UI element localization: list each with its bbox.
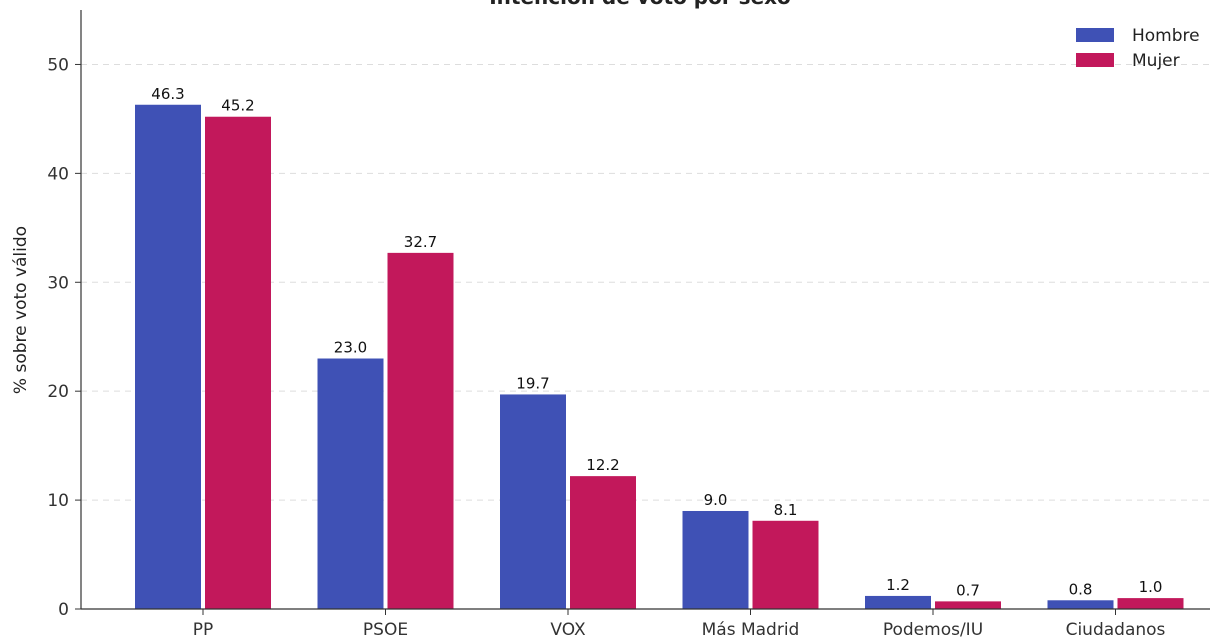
bar-mujer <box>205 116 271 610</box>
bar-hombre <box>135 104 201 609</box>
bar-hombre <box>865 595 931 609</box>
x-tick-label: PP <box>193 620 214 639</box>
bar-mujer <box>1117 598 1184 609</box>
data-label: 19.7 <box>516 374 549 392</box>
data-label: 0.8 <box>1069 580 1093 598</box>
legend-swatch-hombre <box>1076 28 1114 42</box>
data-label: 12.2 <box>586 456 619 474</box>
bars-group <box>135 104 1184 610</box>
data-label: 0.7 <box>956 581 980 599</box>
y-axis-label: % sobre voto válido <box>11 226 31 394</box>
y-tick-label: 0 <box>58 600 69 620</box>
legend: Hombre Mujer <box>1076 26 1200 71</box>
data-label: 45.2 <box>221 97 254 115</box>
x-tick-label: Más Madrid <box>702 620 800 639</box>
bar-hombre <box>500 394 566 609</box>
x-tick-label: PSOE <box>363 620 408 639</box>
bar-hombre <box>1047 600 1114 609</box>
x-tick-label: VOX <box>550 620 586 639</box>
data-label: 32.7 <box>404 233 437 251</box>
x-tick-label: Ciudadanos <box>1066 620 1166 639</box>
data-label: 23.0 <box>334 339 367 357</box>
data-label: 8.1 <box>774 501 798 519</box>
y-tick-label: 20 <box>47 382 69 402</box>
chart-title: Intención de voto por sexo <box>489 0 791 9</box>
y-tick-label: 50 <box>47 55 69 75</box>
y-tick-label: 40 <box>47 164 69 184</box>
legend-label: Hombre <box>1132 26 1200 46</box>
y-tick-label: 30 <box>47 273 69 293</box>
x-ticks-group: PP PSOE VOX Más Madrid Podemos/IU Ciudadanos <box>193 609 1166 639</box>
bar-hombre <box>682 510 749 609</box>
data-label: 1.0 <box>1139 578 1163 596</box>
y-ticks-group: 0 10 20 30 40 50 <box>47 55 81 620</box>
legend-label: Mujer <box>1132 51 1180 71</box>
data-label: 1.2 <box>886 576 910 594</box>
bar-mujer <box>570 476 636 609</box>
x-tick-label: Podemos/IU <box>883 620 983 639</box>
data-labels-group: 46.3 45.2 23.0 32.7 19.7 12.2 9.0 8.1 1.2 0.7 0.8 1… <box>151 85 1162 600</box>
bar-mujer <box>752 520 819 609</box>
data-label: 46.3 <box>151 85 184 103</box>
bar-hombre <box>317 358 384 609</box>
legend-swatch-mujer <box>1076 53 1114 67</box>
bar-mujer <box>387 252 454 609</box>
data-label: 9.0 <box>704 491 728 509</box>
bar-mujer <box>935 601 1001 609</box>
y-tick-label: 10 <box>47 491 69 511</box>
